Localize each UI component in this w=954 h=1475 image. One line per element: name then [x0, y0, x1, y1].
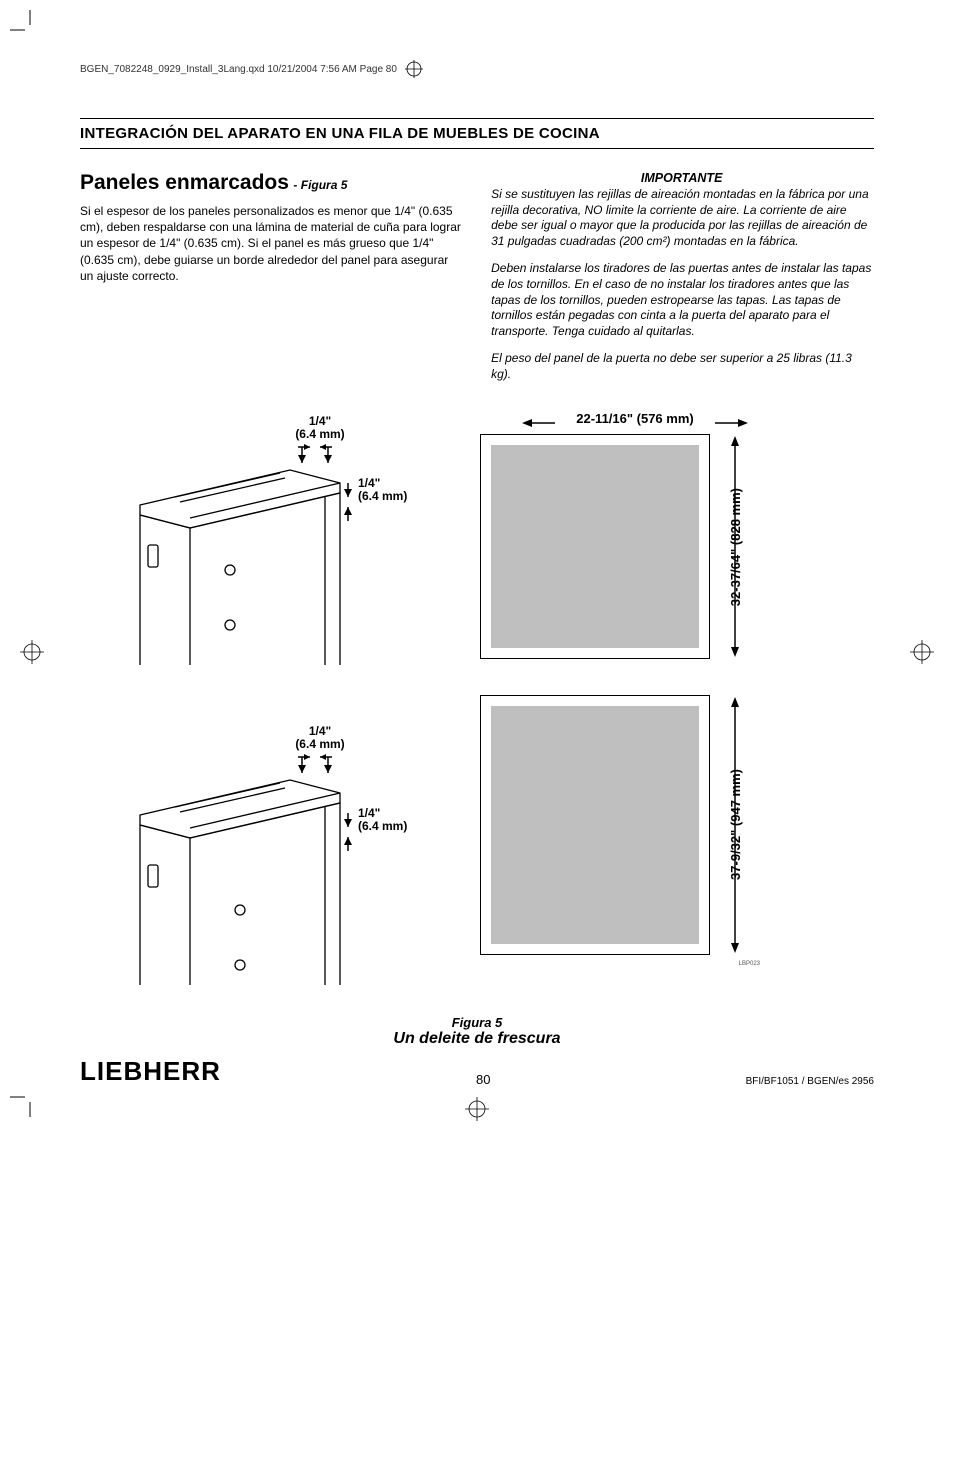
left-column: Paneles enmarcados - Figura 5 Si el espe…: [80, 171, 461, 395]
panel1-fill: [491, 445, 699, 648]
appliance-svg-1: [80, 415, 450, 665]
figure-area: 1/4" (6.4 mm) 1/4" (6.4 mm): [80, 415, 874, 1048]
important-paragraph-1: Si se sustituyen las rejillas de aireaci…: [491, 187, 872, 249]
subsection-heading: Paneles enmarcados: [80, 171, 289, 194]
page-number: 80: [476, 1072, 490, 1087]
page-footer: LIEBHERR 80 BFI/BF1051 / BGEN/es 2956: [80, 1056, 874, 1087]
right-column: IMPORTANTE Si se sustituyen las rejillas…: [491, 171, 872, 395]
brand-logo: LIEBHERR: [80, 1056, 221, 1087]
file-meta-line: BGEN_7082248_0929_Install_3Lang.qxd 10/2…: [80, 60, 874, 78]
document-id: BFI/BF1051 / BGEN/es 2956: [746, 1076, 874, 1087]
panel1-body: 32-37/64" (828 mm): [480, 434, 790, 659]
panel1-width-label: 22-11/16" (576 mm): [480, 415, 790, 431]
panel2-body: 37-9/32" (947 mm): [480, 695, 790, 955]
panel-drawing-1: 22-11/16" (576 mm) 32-37/64" (828 mm): [480, 415, 790, 660]
appliance-drawing-2: 1/4" (6.4 mm) 1/4" (6.4 mm): [80, 695, 450, 985]
panel1-height-dim: 32-37/64" (828 mm): [710, 434, 760, 659]
panel2-height-dim: 37-9/32" (947 mm): [710, 695, 760, 955]
figure-number: Figura 5: [80, 1015, 874, 1030]
figure-row-1: 1/4" (6.4 mm) 1/4" (6.4 mm): [80, 415, 874, 665]
section-title-bar: INTEGRACIÓN DEL APARATO EN UNA FILA DE M…: [80, 118, 874, 149]
panel2-fill: [491, 706, 699, 944]
appliance-drawing-1: 1/4" (6.4 mm) 1/4" (6.4 mm): [80, 415, 450, 665]
appliance-svg-2: [80, 695, 450, 985]
figure-ref-id: LBP023: [480, 961, 760, 967]
important-paragraph-2: Deben instalarse los tiradores de las pu…: [491, 261, 872, 339]
panel1-outline: [480, 434, 710, 659]
registration-icon-bottom: [465, 1097, 489, 1121]
important-paragraph-3: El peso del panel de la puerta no debe s…: [491, 351, 872, 382]
page-container: BGEN_7082248_0929_Install_3Lang.qxd 10/2…: [0, 0, 954, 1127]
registration-icon: [405, 60, 423, 78]
left-body-paragraph: Si el espesor de los paneles personaliza…: [80, 203, 461, 284]
crop-mark-tl: [10, 10, 50, 50]
registration-icon-right: [910, 640, 934, 664]
figure-tagline: Un deleite de frescura: [80, 1030, 874, 1048]
file-meta-text: BGEN_7082248_0929_Install_3Lang.qxd 10/2…: [80, 64, 397, 75]
crop-mark-bl: [10, 1077, 50, 1117]
figure-caption: Figura 5 Un deleite de frescura: [80, 1015, 874, 1048]
content-columns: Paneles enmarcados - Figura 5 Si el espe…: [80, 171, 874, 395]
subsection-heading-ref: - Figura 5: [293, 178, 347, 192]
panel2-outline: [480, 695, 710, 955]
panel-drawing-2: 37-9/32" (947 mm) LBP023: [480, 695, 790, 967]
figure-row-2: 1/4" (6.4 mm) 1/4" (6.4 mm): [80, 695, 874, 985]
important-heading: IMPORTANTE: [491, 171, 872, 185]
section-title-text: INTEGRACIÓN DEL APARATO EN UNA FILA DE M…: [80, 125, 600, 142]
registration-icon-left: [20, 640, 44, 664]
